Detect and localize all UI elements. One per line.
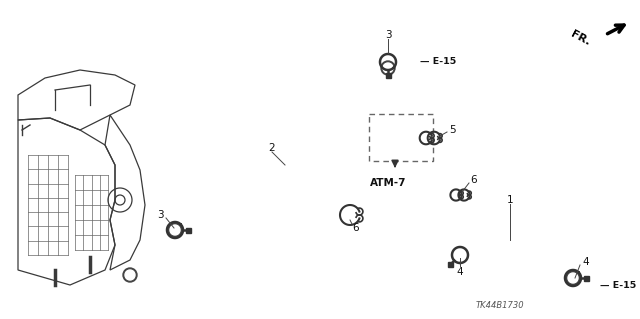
Text: 6: 6 [353,223,359,233]
Text: 5: 5 [449,125,455,135]
Text: — E-15: — E-15 [420,57,456,66]
Text: TK44B1730: TK44B1730 [476,301,524,310]
Text: 2: 2 [269,143,275,153]
Circle shape [123,268,137,282]
Circle shape [383,63,393,73]
Text: 3: 3 [385,30,391,40]
Circle shape [566,271,580,285]
Text: 3: 3 [157,210,163,220]
Text: FR.: FR. [569,29,592,47]
Text: ATM-7: ATM-7 [370,178,406,188]
Circle shape [568,273,578,283]
Bar [186,227,191,233]
Circle shape [168,223,182,237]
Text: 6: 6 [470,175,477,185]
Text: 4: 4 [457,267,463,277]
Text: 1: 1 [507,195,513,205]
Bar [584,276,589,280]
Circle shape [381,61,395,75]
Text: — E-15: — E-15 [600,280,636,290]
Circle shape [170,225,180,235]
Circle shape [125,270,135,280]
Text: 4: 4 [582,257,589,267]
Bar [448,262,453,267]
Bar [385,72,390,78]
